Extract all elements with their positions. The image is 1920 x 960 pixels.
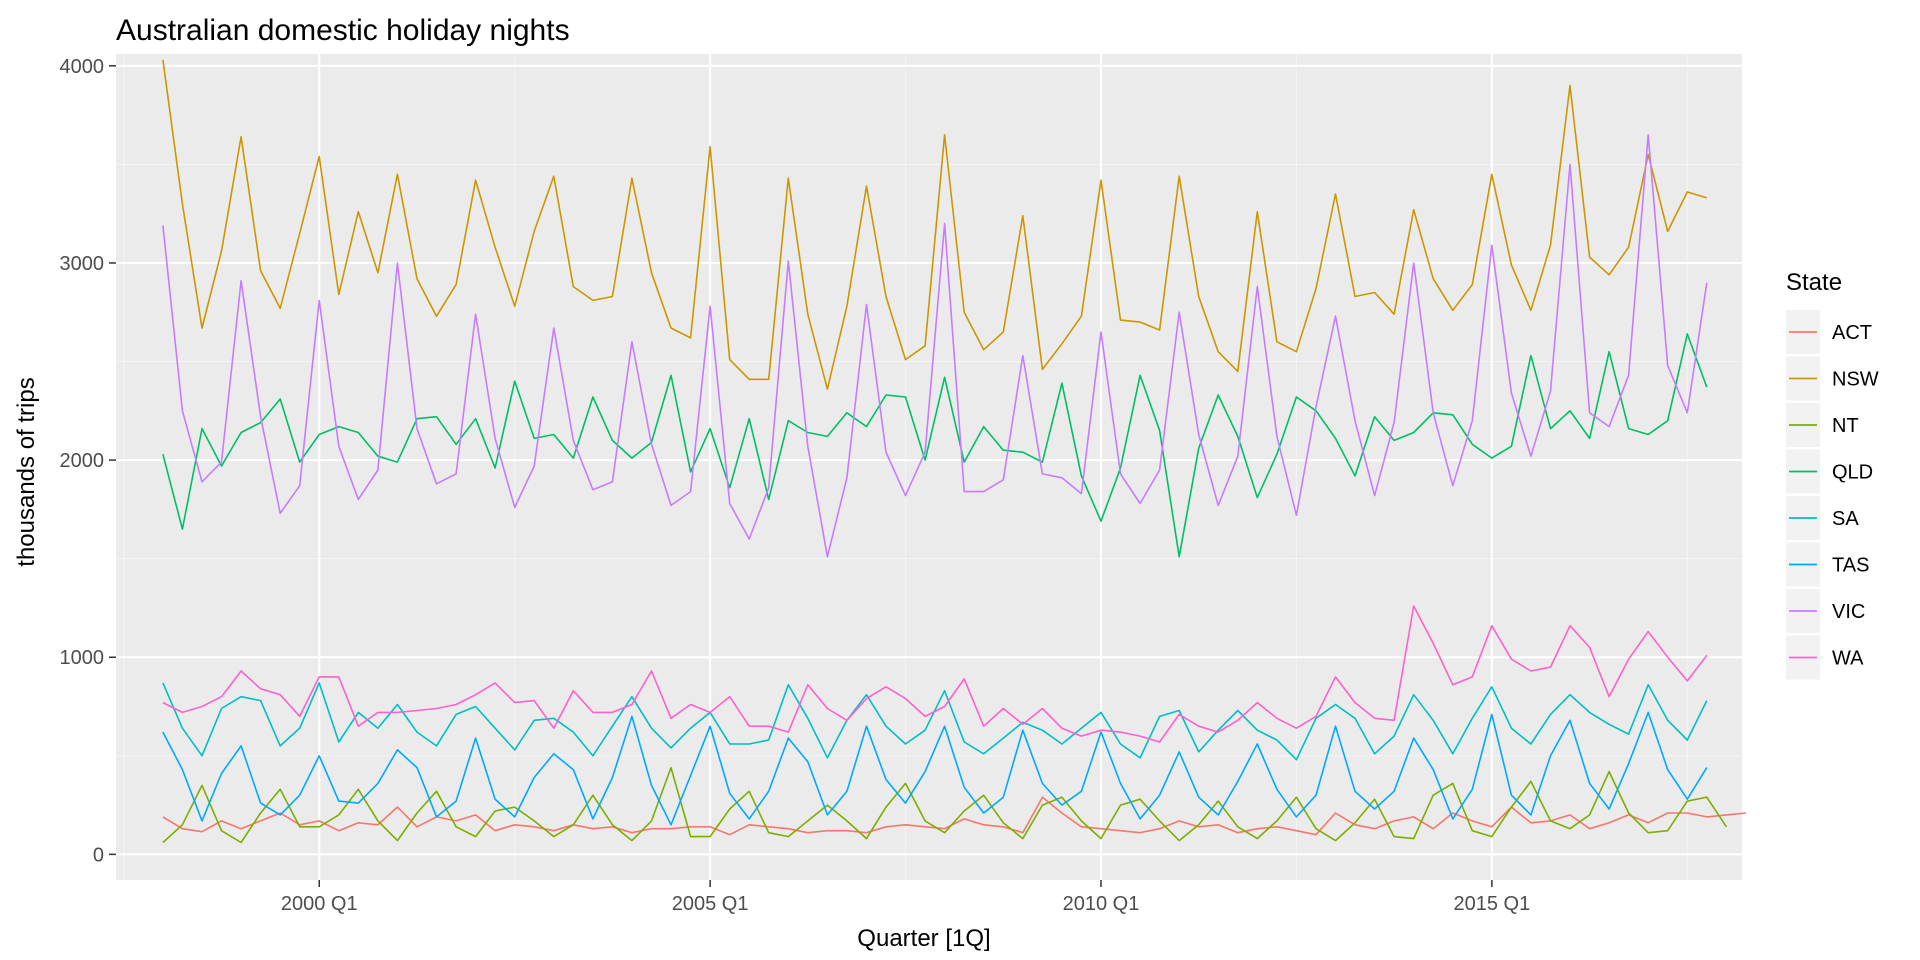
- y-tick-label: 2000: [60, 450, 105, 472]
- series-lines: [162, 59, 1746, 844]
- x-tick-label: 2015 Q1: [1453, 893, 1530, 915]
- series-line-vic: [162, 134, 1708, 558]
- y-tick-label: 1000: [60, 647, 105, 669]
- legend-label: NT: [1832, 415, 1859, 437]
- x-tick-label: 2000 Q1: [281, 893, 358, 915]
- x-tick-label: 2005 Q1: [672, 893, 749, 915]
- series-line-act: [162, 796, 1746, 836]
- legend-item-tas: TAS: [1786, 542, 1869, 587]
- legend: State ACT NSW NT QLD SA TAS VIC WA: [1786, 269, 1879, 680]
- legend-item-wa: WA: [1786, 635, 1864, 680]
- series-line-nsw: [162, 59, 1708, 390]
- x-axis-ticks: 2000 Q1 2005 Q1 2010 Q1 2015 Q1: [281, 880, 1530, 915]
- y-tick-label: 4000: [60, 56, 105, 78]
- legend-item-qld: QLD: [1786, 449, 1873, 494]
- legend-item-nsw: NSW: [1786, 356, 1879, 401]
- series-line-nt: [162, 766, 1728, 844]
- y-axis-title: thousands of trips: [13, 377, 40, 566]
- legend-label: ACT: [1832, 322, 1872, 344]
- series-line-qld: [162, 333, 1708, 558]
- series-line-wa: [162, 605, 1708, 743]
- legend-label: WA: [1832, 648, 1864, 670]
- legend-label: SA: [1832, 508, 1859, 530]
- minor-gridlines: [116, 54, 1742, 880]
- series-line-tas: [162, 711, 1708, 826]
- legend-label: NSW: [1832, 369, 1879, 391]
- legend-item-vic: VIC: [1786, 589, 1865, 633]
- y-tick-label: 0: [93, 844, 104, 866]
- legend-item-sa: SA: [1786, 496, 1859, 540]
- legend-item-nt: NT: [1786, 403, 1859, 447]
- legend-label: VIC: [1832, 601, 1865, 623]
- chart-title: Australian domestic holiday nights: [116, 14, 570, 47]
- legend-item-act: ACT: [1786, 310, 1872, 354]
- legend-label: TAS: [1832, 555, 1869, 577]
- x-tick-label: 2010 Q1: [1063, 893, 1140, 915]
- y-tick-label: 3000: [60, 253, 105, 275]
- legend-title: State: [1786, 269, 1842, 296]
- series-line-sa: [162, 682, 1708, 761]
- y-axis-ticks: 0 1000 2000 3000 4000: [60, 56, 116, 866]
- legend-label: QLD: [1832, 462, 1873, 484]
- x-axis-title: Quarter [1Q]: [857, 925, 990, 952]
- plot-panel: [116, 54, 1742, 880]
- major-gridlines: [116, 54, 1742, 880]
